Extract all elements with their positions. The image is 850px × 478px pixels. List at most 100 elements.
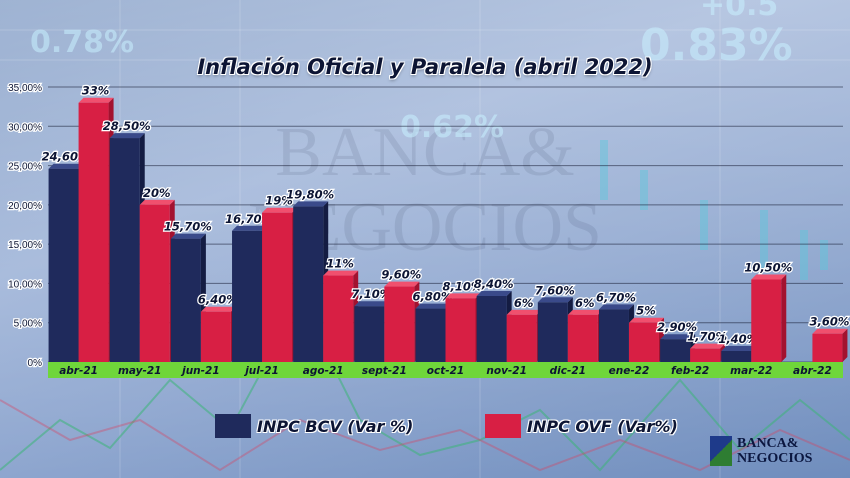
bar-side	[842, 328, 848, 362]
data-label: 28,50%	[103, 119, 151, 133]
bar-bcv	[721, 351, 752, 362]
legend-item-bcv: INPC BCV (Var %)	[215, 412, 413, 440]
brand-logo-line2: NEGOCIOS	[737, 451, 813, 466]
y-tick-label: 10,00%	[8, 279, 42, 290]
background-number: 0.83%	[640, 20, 793, 71]
watermark-text: BANCA&	[275, 114, 574, 191]
data-label: 11%	[326, 257, 354, 271]
bar-bcv	[415, 308, 446, 362]
x-tick-label: abr-22	[793, 365, 832, 377]
data-label: 19,80%	[286, 187, 334, 201]
data-label: 2,90%	[657, 320, 697, 334]
bar-ovf	[323, 275, 354, 362]
bar-top	[323, 270, 359, 276]
bar-ovf	[751, 279, 782, 362]
data-label: 6,80%	[413, 290, 453, 304]
x-tick-label: jun-21	[180, 365, 220, 377]
data-label: 6,40%	[198, 293, 238, 307]
data-label: 8,10%	[443, 279, 483, 293]
data-label: 24,60%	[42, 150, 90, 164]
bar-top	[109, 133, 145, 139]
background-number: 0.78%	[30, 25, 135, 60]
bar-top	[721, 346, 757, 351]
y-tick-label: 20,00%	[8, 201, 42, 212]
y-tick-label: 25,00%	[8, 162, 42, 173]
bar-top	[384, 281, 420, 287]
bar-top	[506, 309, 542, 315]
y-tick-label: 5,00%	[14, 319, 42, 330]
y-tick-label: 0%	[28, 358, 43, 369]
y-tick-label: 15,00%	[8, 240, 42, 251]
bar-bcv	[598, 309, 629, 362]
data-label: 7,60%	[535, 283, 575, 297]
x-tick-label: jul-21	[243, 365, 279, 377]
data-label: 7,10%	[351, 287, 391, 301]
bar-ovf	[628, 322, 659, 362]
x-tick-label: feb-22	[671, 365, 709, 377]
bar-bcv	[232, 230, 263, 362]
bar-top	[537, 297, 573, 303]
bar-top	[598, 304, 634, 310]
bar-top	[660, 334, 696, 340]
data-label: 5%	[636, 304, 656, 318]
bar-top	[354, 301, 390, 307]
bar-bcv	[537, 302, 568, 362]
x-tick-label: ago-21	[303, 365, 344, 377]
bar-bcv	[354, 306, 385, 362]
brand-logo: BANCA& NEGOCIOS	[710, 432, 840, 470]
chart-title: Inflación Oficial y Paralela (abril 2022…	[197, 55, 653, 79]
data-label: 8,40%	[474, 277, 514, 291]
data-label: 6,70%	[596, 290, 636, 304]
bar-top	[139, 199, 175, 205]
y-tick-label: 30,00%	[8, 122, 42, 133]
x-tick-label: dic-21	[550, 365, 586, 377]
bar-top	[415, 303, 451, 309]
legend-label-ovf: INPC OVF (Var%)	[527, 416, 678, 436]
bar-ovf	[262, 212, 293, 362]
bar-top	[78, 97, 114, 103]
legend-swatch-ovf	[485, 414, 521, 438]
bar-top	[170, 233, 206, 239]
x-tick-label: oct-21	[427, 365, 464, 377]
bar-ovf	[445, 298, 476, 362]
background-number: 0.62%	[400, 110, 505, 145]
bar-bcv	[660, 339, 691, 362]
x-axis-band	[48, 362, 843, 378]
bar-bcv	[48, 168, 79, 362]
bar-top	[262, 207, 298, 213]
bar-top	[812, 328, 848, 334]
data-label: 16,70%	[225, 212, 273, 226]
bar-bcv	[170, 238, 201, 362]
x-tick-label: may-21	[118, 365, 162, 377]
bar-top	[48, 163, 84, 169]
bar-ovf	[567, 314, 598, 362]
bar-bcv	[476, 296, 507, 362]
bar-top	[690, 343, 726, 349]
x-tick-label: ene-22	[609, 365, 650, 377]
bar-top	[445, 293, 481, 299]
y-tick-label: 35,00%	[8, 83, 42, 94]
bar-bcv	[109, 138, 140, 362]
bar-ovf	[139, 204, 170, 362]
bar-top	[751, 274, 787, 280]
data-label: 6%	[514, 296, 534, 310]
bar-top	[293, 201, 329, 207]
data-label: 1,40%	[718, 332, 758, 346]
bar-ovf	[200, 311, 231, 362]
legend-label-bcv: INPC BCV (Var %)	[257, 416, 414, 436]
data-label: 1,70%	[687, 330, 727, 344]
x-tick-label: mar-22	[730, 365, 772, 377]
bar-ovf	[384, 286, 415, 362]
bar-bcv	[293, 206, 324, 362]
bar-ovf	[506, 314, 537, 362]
x-tick-label: sept-21	[362, 365, 407, 377]
legend-swatch-bcv	[215, 414, 251, 438]
x-tick-label: nov-21	[486, 365, 527, 377]
bar-ovf	[78, 102, 109, 362]
data-label: 6%	[575, 296, 595, 310]
brand-logo-line1: BANCA&	[737, 436, 799, 451]
bar-top	[200, 306, 236, 312]
brand-logo-mark	[710, 436, 732, 466]
x-tick-label: abr-21	[59, 365, 98, 377]
